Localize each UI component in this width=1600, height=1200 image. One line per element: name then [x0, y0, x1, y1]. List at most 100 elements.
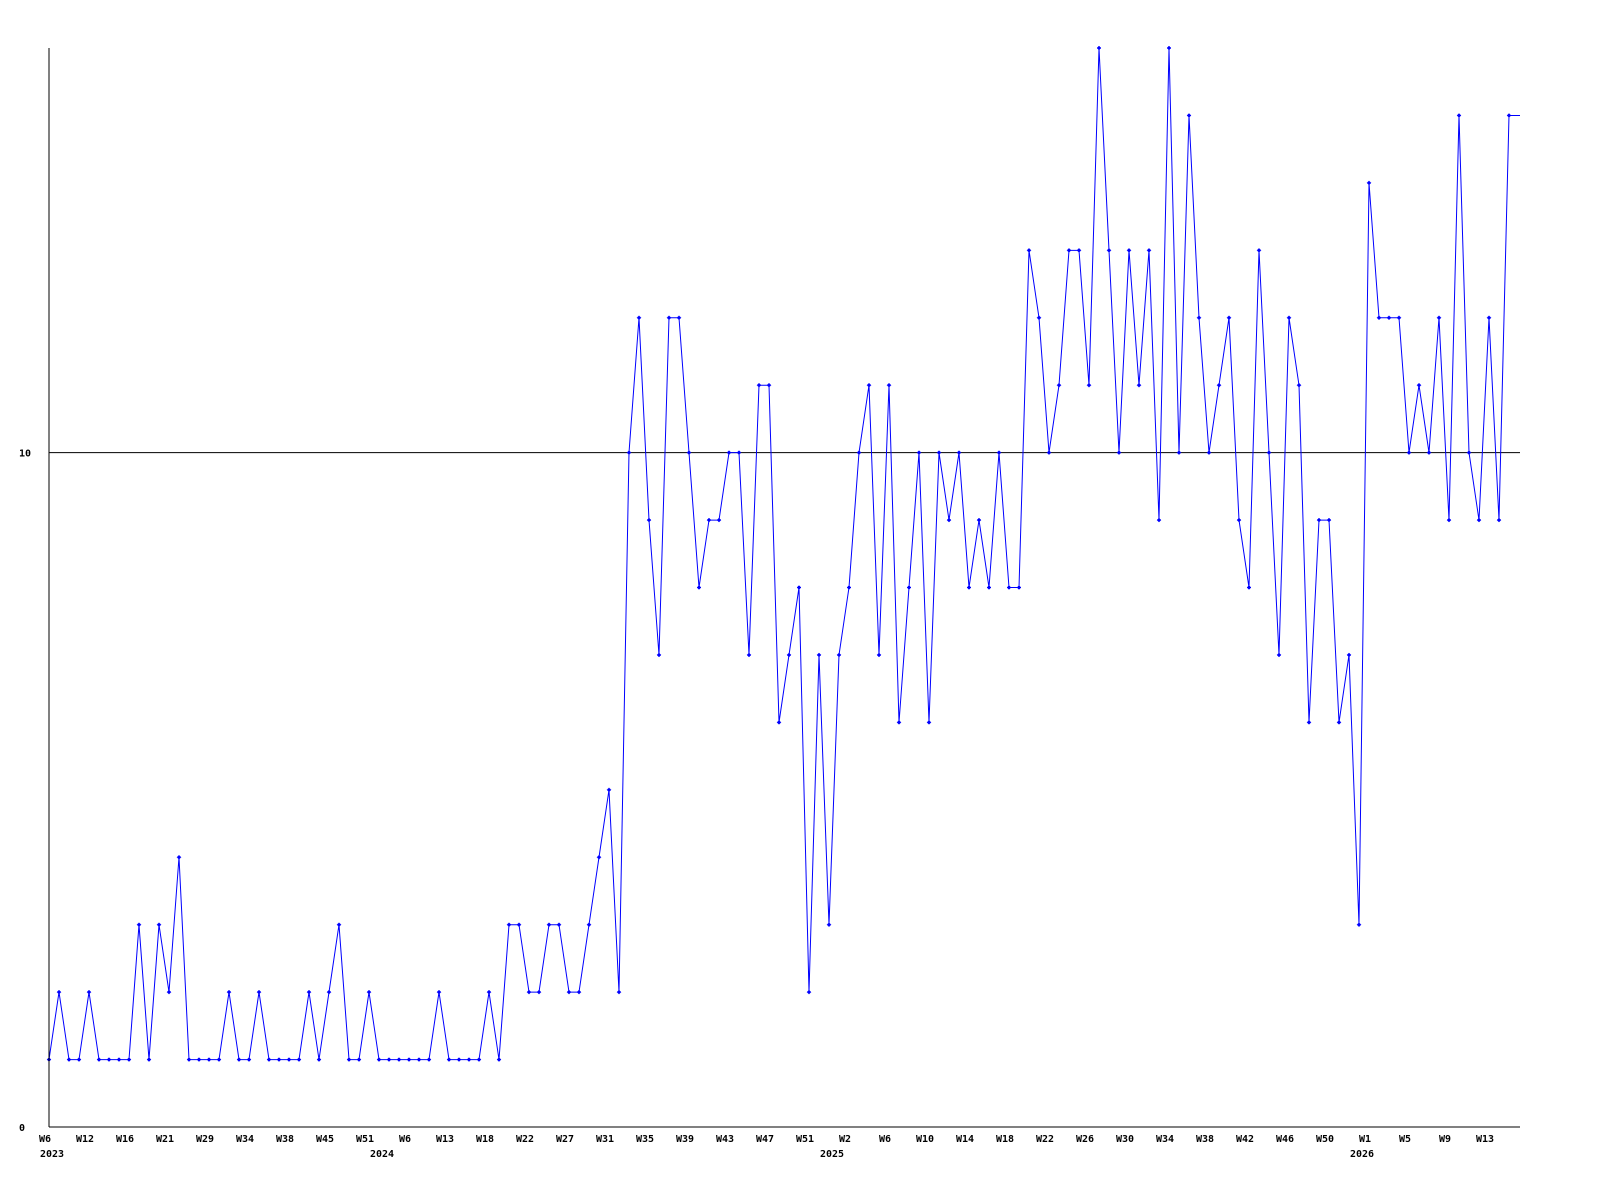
- axes-group: [48, 48, 1520, 1128]
- data-point: [576, 989, 582, 995]
- data-point: [676, 315, 682, 321]
- data-point: [1096, 45, 1102, 51]
- data-point: [726, 450, 732, 455]
- data-point: [1216, 382, 1222, 388]
- data-point: [606, 787, 612, 793]
- data-point: [1506, 113, 1512, 118]
- x-tick-label: W34: [236, 1134, 254, 1145]
- data-point: [456, 1057, 462, 1062]
- data-point: [476, 1057, 482, 1062]
- data-point: [786, 652, 792, 658]
- data-point: [1236, 517, 1242, 523]
- x-tick-label: W6: [879, 1134, 891, 1145]
- data-point: [1266, 450, 1272, 455]
- data-point: [216, 1057, 222, 1062]
- data-point: [496, 1057, 502, 1062]
- data-point: [1436, 315, 1442, 321]
- data-point: [1086, 382, 1092, 388]
- x-tick-label: W42: [1236, 1134, 1254, 1145]
- data-point: [296, 1057, 302, 1062]
- x-tick-label: W38: [1196, 1134, 1214, 1145]
- x-tick-label: W43: [716, 1134, 734, 1145]
- data-point: [596, 854, 602, 860]
- data-point: [366, 989, 372, 995]
- x-tick-label: W18: [476, 1134, 494, 1145]
- data-point: [1376, 315, 1382, 321]
- data-point: [506, 922, 512, 928]
- data-point: [1126, 247, 1132, 253]
- data-point: [146, 1057, 152, 1062]
- data-point: [416, 1057, 422, 1062]
- x-tick-label: W27: [556, 1134, 574, 1145]
- data-point: [1026, 247, 1032, 253]
- data-point: [886, 382, 892, 388]
- data-point: [406, 1057, 412, 1062]
- x-tick-label: W5: [1399, 1134, 1411, 1145]
- year-label: 2026: [1350, 1149, 1374, 1160]
- data-point: [636, 315, 642, 321]
- data-point: [486, 989, 492, 995]
- data-point: [126, 1057, 132, 1062]
- data-point: [696, 585, 702, 590]
- x-tick-label: W26: [1076, 1134, 1094, 1145]
- data-point: [1166, 45, 1172, 51]
- x-tick-label: W30: [1116, 1134, 1134, 1145]
- x-tick-label: W47: [756, 1134, 774, 1145]
- data-point: [346, 1057, 352, 1062]
- x-tick-label: W13: [436, 1134, 454, 1145]
- data-point: [1426, 450, 1432, 455]
- x-tick-label: W39: [676, 1134, 694, 1145]
- data-point: [866, 382, 872, 388]
- x-tick-label: W22: [516, 1134, 534, 1145]
- x-tick-label: W2: [839, 1134, 851, 1145]
- data-point: [756, 382, 762, 388]
- data-point: [1156, 517, 1162, 523]
- data-point: [1466, 450, 1472, 455]
- data-point: [806, 989, 812, 995]
- data-point: [656, 652, 662, 658]
- x-tick-label: W51: [796, 1134, 814, 1145]
- data-point: [1116, 450, 1122, 455]
- x-tick-label: W46: [1276, 1134, 1294, 1145]
- x-tick-label: W6: [399, 1134, 411, 1145]
- data-point: [1356, 922, 1362, 928]
- x-tick-label: W29: [196, 1134, 214, 1145]
- data-point: [566, 989, 572, 995]
- year-label: 2024: [370, 1149, 394, 1160]
- data-point: [1036, 315, 1042, 321]
- data-point: [1226, 315, 1232, 321]
- data-point: [706, 517, 712, 523]
- data-point: [186, 1057, 192, 1062]
- data-point: [876, 652, 882, 658]
- data-point: [856, 450, 862, 455]
- data-point: [766, 382, 772, 388]
- data-point: [1016, 585, 1022, 590]
- x-tick-label: W31: [596, 1134, 614, 1145]
- data-point: [1486, 315, 1492, 321]
- x-tick-label: W6: [39, 1134, 51, 1145]
- data-point: [926, 720, 932, 725]
- x-tick-label: W50: [1316, 1134, 1334, 1145]
- data-point: [436, 989, 442, 995]
- data-point: [666, 315, 672, 321]
- data-point: [166, 989, 172, 995]
- data-point: [936, 450, 942, 455]
- x-tick-label: W35: [636, 1134, 654, 1145]
- data-point: [1076, 247, 1082, 253]
- data-point: [276, 1057, 282, 1062]
- x-tick-label: W22: [1036, 1134, 1054, 1145]
- data-point: [1296, 382, 1302, 388]
- data-point: [686, 450, 692, 455]
- data-point: [256, 989, 262, 995]
- data-point: [986, 585, 992, 590]
- series-group: [46, 45, 1520, 1062]
- data-point: [106, 1057, 112, 1062]
- data-point: [816, 652, 822, 658]
- data-point: [446, 1057, 452, 1062]
- data-point: [1256, 247, 1262, 253]
- x-tick-label: W21: [156, 1134, 174, 1145]
- data-point: [976, 517, 982, 523]
- data-point: [136, 922, 142, 928]
